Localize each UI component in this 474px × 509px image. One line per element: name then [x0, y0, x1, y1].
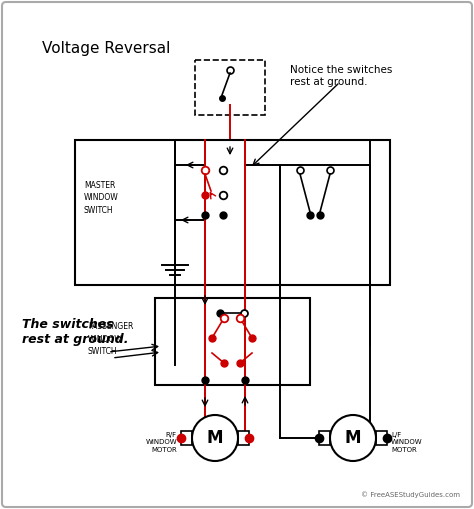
Bar: [155, 298, 310, 385]
Text: L/F
WINDOW
MOTOR: L/F WINDOW MOTOR: [391, 432, 423, 453]
Bar: [319, 431, 330, 445]
Text: M: M: [345, 429, 361, 447]
Text: Notice the switches
rest at ground.: Notice the switches rest at ground.: [290, 65, 392, 87]
Bar: [75, 140, 390, 285]
Text: R/F
WINDOW
MOTOR: R/F WINDOW MOTOR: [146, 432, 177, 453]
Circle shape: [330, 415, 376, 461]
Text: MASTER
WINDOW
SWITCH: MASTER WINDOW SWITCH: [84, 181, 119, 215]
Text: Voltage Reversal: Voltage Reversal: [42, 41, 170, 55]
Bar: [238, 431, 249, 445]
Text: PASSENGER
WINDOW
SWITCH: PASSENGER WINDOW SWITCH: [88, 322, 133, 356]
Text: The switches
rest at ground.: The switches rest at ground.: [22, 318, 128, 346]
Bar: [181, 431, 192, 445]
Text: M: M: [207, 429, 223, 447]
Bar: [195, 60, 265, 115]
Text: © FreeASEStudyGuides.com: © FreeASEStudyGuides.com: [361, 491, 460, 498]
Bar: [376, 431, 387, 445]
Circle shape: [192, 415, 238, 461]
